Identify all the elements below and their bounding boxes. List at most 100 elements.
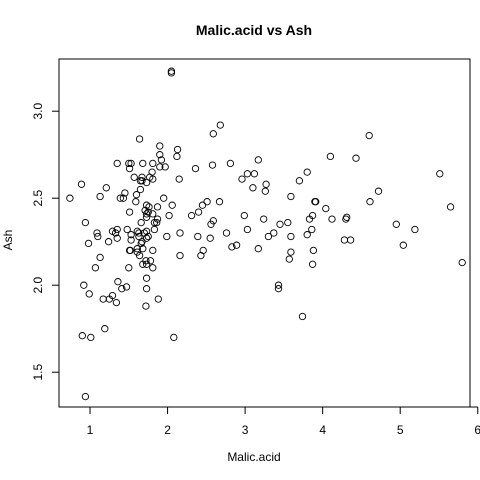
data-point bbox=[77, 180, 86, 188]
data-point bbox=[328, 215, 336, 223]
data-point bbox=[80, 281, 88, 289]
data-point bbox=[156, 151, 164, 159]
data-point bbox=[226, 159, 235, 168]
data-point bbox=[125, 264, 133, 272]
data-point bbox=[153, 218, 161, 227]
data-point bbox=[127, 159, 135, 168]
data-point bbox=[165, 211, 173, 220]
data-point bbox=[216, 121, 224, 129]
data-point bbox=[287, 248, 295, 256]
data-point bbox=[142, 213, 151, 221]
data-point bbox=[104, 238, 113, 246]
data-point bbox=[249, 184, 257, 192]
data-point bbox=[135, 232, 143, 241]
data-points bbox=[66, 67, 466, 401]
data-point bbox=[308, 260, 317, 268]
data-point bbox=[96, 192, 104, 201]
data-point bbox=[170, 333, 178, 342]
data-point bbox=[161, 163, 169, 171]
chart-title: Malic.acid vs Ash bbox=[196, 22, 312, 38]
data-point bbox=[149, 264, 157, 272]
data-point bbox=[270, 229, 278, 237]
data-point bbox=[138, 173, 146, 181]
data-point bbox=[113, 159, 121, 168]
data-point bbox=[154, 295, 162, 303]
data-point bbox=[240, 211, 248, 220]
data-point bbox=[365, 131, 373, 140]
data-point bbox=[160, 194, 168, 202]
data-point bbox=[81, 392, 90, 401]
data-point bbox=[114, 278, 122, 286]
data-point bbox=[138, 177, 146, 185]
data-point bbox=[175, 175, 183, 183]
data-point bbox=[176, 229, 184, 237]
data-point bbox=[125, 164, 134, 173]
data-point bbox=[254, 156, 262, 164]
data-point bbox=[287, 232, 295, 241]
data-point bbox=[309, 246, 318, 255]
data-point bbox=[411, 225, 419, 234]
data-point bbox=[94, 232, 102, 241]
data-point bbox=[123, 225, 131, 234]
data-point bbox=[238, 175, 246, 183]
plot-frame bbox=[58, 58, 471, 408]
data-point bbox=[303, 231, 311, 239]
x-tick-label: 3 bbox=[242, 423, 249, 437]
data-point bbox=[274, 285, 283, 293]
y-tick-label: 1.5 bbox=[31, 364, 45, 381]
data-point bbox=[132, 191, 141, 199]
data-point bbox=[113, 234, 121, 242]
data-point bbox=[203, 198, 211, 206]
data-point bbox=[139, 245, 147, 253]
x-tick-label: 5 bbox=[397, 423, 404, 437]
data-point bbox=[228, 243, 236, 251]
data-point bbox=[85, 290, 93, 298]
data-point bbox=[458, 258, 466, 267]
data-point bbox=[149, 159, 157, 168]
data-point bbox=[209, 130, 217, 138]
data-point bbox=[137, 218, 145, 227]
data-point bbox=[167, 67, 176, 75]
data-point bbox=[144, 232, 152, 241]
x-tick-label: 2 bbox=[164, 423, 171, 437]
data-point bbox=[264, 232, 273, 241]
data-point bbox=[340, 236, 349, 244]
data-point bbox=[108, 227, 117, 235]
data-point bbox=[87, 333, 95, 342]
data-point bbox=[446, 203, 455, 211]
data-point bbox=[322, 204, 330, 213]
x-tick-label: 1 bbox=[87, 423, 94, 437]
data-point bbox=[142, 285, 151, 293]
data-point bbox=[133, 245, 141, 253]
data-point bbox=[392, 220, 400, 228]
data-point bbox=[135, 135, 144, 143]
data-point bbox=[303, 168, 311, 176]
data-point bbox=[150, 225, 159, 234]
data-point bbox=[194, 208, 203, 216]
data-point bbox=[121, 189, 129, 197]
data-point bbox=[127, 236, 135, 244]
data-point bbox=[66, 194, 74, 202]
y-axis-label: Ash bbox=[1, 230, 15, 251]
data-point bbox=[168, 201, 176, 209]
data-point bbox=[198, 201, 207, 209]
data-point bbox=[91, 264, 100, 272]
data-point bbox=[153, 203, 162, 211]
data-point bbox=[156, 163, 164, 171]
data-point bbox=[232, 241, 241, 249]
data-point bbox=[139, 260, 147, 268]
data-point bbox=[93, 229, 101, 237]
data-point bbox=[346, 236, 355, 244]
data-point bbox=[261, 187, 269, 195]
data-point bbox=[374, 187, 383, 195]
x-axis: 1 2 3 4 5 6 bbox=[87, 406, 480, 437]
data-point bbox=[342, 215, 350, 223]
data-point bbox=[436, 170, 444, 178]
y-tick-label: 2.5 bbox=[31, 190, 45, 207]
data-point bbox=[96, 253, 104, 262]
data-point bbox=[148, 168, 156, 176]
data-point bbox=[285, 255, 293, 263]
data-point bbox=[173, 152, 181, 161]
data-point bbox=[298, 312, 307, 321]
data-point bbox=[108, 291, 117, 300]
